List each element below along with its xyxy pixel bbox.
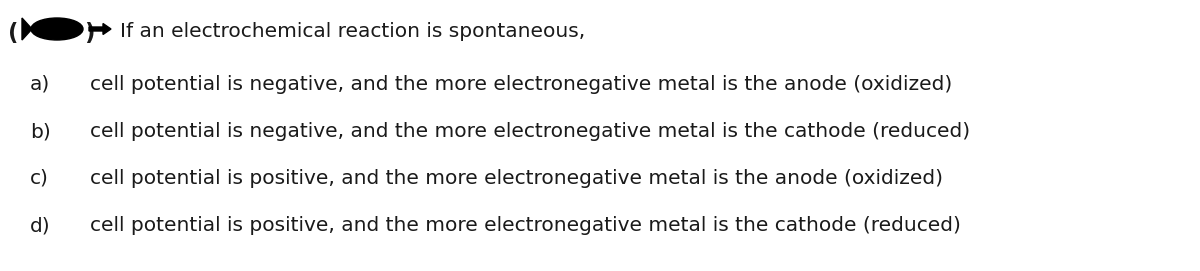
Text: c): c) bbox=[30, 169, 49, 188]
Text: cell potential is positive, and the more electronegative metal is the anode (oxi: cell potential is positive, and the more… bbox=[90, 169, 943, 188]
Text: b): b) bbox=[30, 122, 50, 141]
Text: a): a) bbox=[30, 75, 50, 94]
Text: cell potential is negative, and the more electronegative metal is the cathode (r: cell potential is negative, and the more… bbox=[90, 122, 970, 141]
Text: ): ) bbox=[84, 22, 95, 45]
Text: cell potential is negative, and the more electronegative metal is the anode (oxi: cell potential is negative, and the more… bbox=[90, 75, 953, 94]
Text: d): d) bbox=[30, 216, 50, 235]
Polygon shape bbox=[22, 18, 32, 40]
Ellipse shape bbox=[31, 18, 83, 40]
FancyArrow shape bbox=[89, 24, 112, 34]
Text: cell potential is positive, and the more electronegative metal is the cathode (r: cell potential is positive, and the more… bbox=[90, 216, 961, 235]
Text: If an electrochemical reaction is spontaneous,: If an electrochemical reaction is sponta… bbox=[120, 22, 586, 41]
Text: (: ( bbox=[8, 22, 18, 45]
